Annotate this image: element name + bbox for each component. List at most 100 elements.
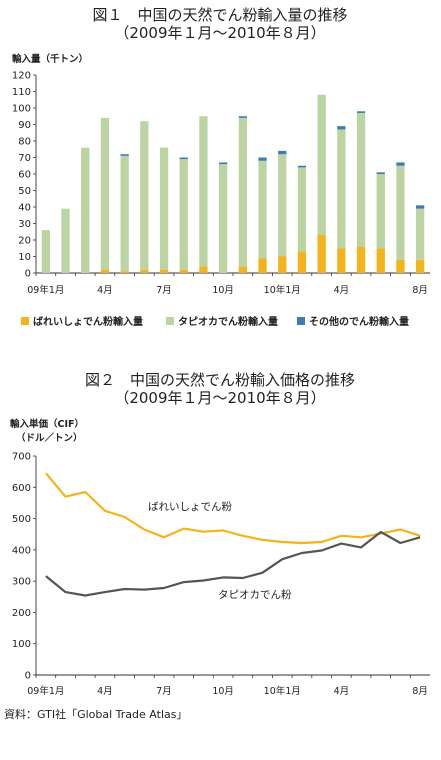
chart1-xtick-label: 10年1月 xyxy=(264,284,301,296)
chart1-xtick-label: 7月 xyxy=(156,285,172,296)
chart2-ytick-label: 200 xyxy=(12,608,31,619)
bar-segment-other xyxy=(120,154,129,156)
chart2-subtitle: （2009年１月～2010年８月） xyxy=(114,389,325,407)
chart1-ytick-label: 40 xyxy=(18,203,31,214)
chart1-subtitle: （2009年１月～2010年８月） xyxy=(114,24,325,42)
chart1-ytick-label: 110 xyxy=(12,87,31,98)
bar-segment-tapioca xyxy=(219,164,228,273)
bar-segment-tapioca xyxy=(278,154,287,257)
bar-segment-potato xyxy=(356,246,366,273)
chart1-ytick-label: 50 xyxy=(18,186,31,197)
chart1-ytick-label: 0 xyxy=(25,269,31,280)
chart1-ytick-label: 10 xyxy=(18,252,31,263)
chart1-ytick-label: 90 xyxy=(18,120,31,131)
bar-segment-tapioca xyxy=(416,208,425,260)
bar-segment-tapioca xyxy=(81,147,90,273)
bar-segment-other xyxy=(278,150,287,155)
bar-segment-potato xyxy=(100,269,110,273)
bar-segment-other xyxy=(416,205,425,209)
bar-segment-tapioca xyxy=(258,160,267,259)
chart2-lines xyxy=(45,472,421,597)
legend-swatch-tapioca xyxy=(166,317,174,325)
line-series-tapioca xyxy=(45,530,421,597)
bar-segment-potato xyxy=(376,248,385,273)
chart1-xtick-label: 10月 xyxy=(212,285,234,296)
bar-segment-potato xyxy=(159,269,169,273)
bar-segment-other xyxy=(219,162,228,165)
chart1-bars xyxy=(41,94,425,273)
bar-segment-other xyxy=(179,157,188,160)
bar-segment-potato xyxy=(337,248,346,273)
legend-label-tapioca: タピオカでん粉輸入量 xyxy=(178,315,278,328)
bar-segment-tapioca xyxy=(120,155,129,272)
chart1-legend: ばれいしょでん粉輸入量 タピオカでん粉輸入量 その他のでん粉輸入量 xyxy=(21,315,409,328)
series-label-tapioca: タピオカでん粉 xyxy=(218,588,292,601)
bar-segment-tapioca xyxy=(100,117,110,270)
chart2-xtick-label: 4月 xyxy=(97,686,113,697)
chart2-ylabel: 輸入単価（CIF） xyxy=(10,418,84,430)
chart1-ytick-label: 70 xyxy=(18,153,31,164)
chart1-ytick-label: 80 xyxy=(18,137,31,148)
bar-segment-potato xyxy=(238,266,247,273)
bar-segment-tapioca xyxy=(159,147,169,270)
bar-segment-potato xyxy=(278,256,287,273)
chart2-ytick-label: 700 xyxy=(12,452,31,463)
chart1-axes: 0 10 20 30 40 50 60 70 80 90 100 110 120 09年1月 4月 7月 10月… xyxy=(12,71,430,296)
chart2-ytick-label: 600 xyxy=(12,483,31,494)
chart2-axes: 0 100 200 300 400 500 600 700 09年1月 4月 7月 10月 10年1月 4… xyxy=(12,452,430,697)
bar-segment-tapioca xyxy=(41,230,50,273)
bar-segment-other xyxy=(396,162,405,166)
bar-segment-potato xyxy=(258,258,267,273)
legend-label-other: その他のでん粉輸入量 xyxy=(309,315,409,328)
bar-segment-potato xyxy=(140,269,149,273)
bar-segment-other xyxy=(258,157,267,161)
chart1-ytick-label: 120 xyxy=(12,71,31,82)
line-series-potato xyxy=(45,472,421,545)
chart2-ytick-label: 300 xyxy=(12,577,31,588)
legend-swatch-potato xyxy=(21,317,29,325)
chart1-title: 図１ 中国の天然でん粉輸入量の推移 xyxy=(92,6,347,24)
chart2-xtick-label: 10月 xyxy=(212,686,234,697)
series-label-potato: ばれいしょでん粉 xyxy=(148,500,232,513)
bar-segment-other xyxy=(297,165,307,168)
bar-segment-tapioca xyxy=(297,167,307,252)
bar-segment-tapioca xyxy=(317,94,326,236)
chart2-ylabel-unit: （ドル／トン） xyxy=(16,432,83,444)
bar-segment-potato xyxy=(120,271,129,273)
source-note: 資料：GTI社「Global Trade Atlas」 xyxy=(4,707,187,721)
bar-segment-potato xyxy=(199,266,208,273)
chart2-ytick-label: 500 xyxy=(12,514,31,525)
chart2-xtick-label: 7月 xyxy=(156,686,172,697)
bar-segment-other xyxy=(238,116,247,118)
bar-segment-potato xyxy=(396,259,405,273)
bar-segment-potato xyxy=(416,259,425,273)
bar-segment-tapioca xyxy=(356,112,366,247)
bar-segment-tapioca xyxy=(238,117,247,267)
chart2-xtick-label: 4月 xyxy=(334,686,350,697)
legend-swatch-other xyxy=(297,317,305,325)
chart2-xtick-label: 10年1月 xyxy=(264,685,301,697)
chart2-xtick-label: 09年1月 xyxy=(27,685,64,697)
chart1-xtick-label: 09年1月 xyxy=(27,284,64,296)
bar-segment-other xyxy=(376,172,385,174)
bar-segment-tapioca xyxy=(396,165,405,260)
chart1-ytick-label: 30 xyxy=(18,219,31,230)
chart1-ytick-label: 100 xyxy=(12,104,31,115)
bar-segment-other xyxy=(337,126,346,130)
bar-segment-tapioca xyxy=(140,121,149,270)
bar-segment-tapioca xyxy=(376,174,385,249)
bar-segment-potato xyxy=(179,269,188,273)
bar-segment-potato xyxy=(297,251,307,273)
bar-segment-tapioca xyxy=(179,159,188,270)
chart2-ytick-label: 400 xyxy=(12,545,31,556)
bar-segment-tapioca xyxy=(337,129,346,249)
chart2-ytick-label: 100 xyxy=(12,639,31,650)
bar-segment-tapioca xyxy=(199,116,208,267)
chart2-ytick-label: 0 xyxy=(25,671,31,682)
bar-segment-tapioca xyxy=(61,208,70,273)
chart2-title: 図２ 中国の天然でん粉輸入価格の推移 xyxy=(85,371,355,389)
chart1-xtick-label: 8月 xyxy=(412,285,428,296)
legend-label-potato: ばれいしょでん粉輸入量 xyxy=(33,315,143,328)
chart1-ytick-label: 60 xyxy=(18,170,31,181)
